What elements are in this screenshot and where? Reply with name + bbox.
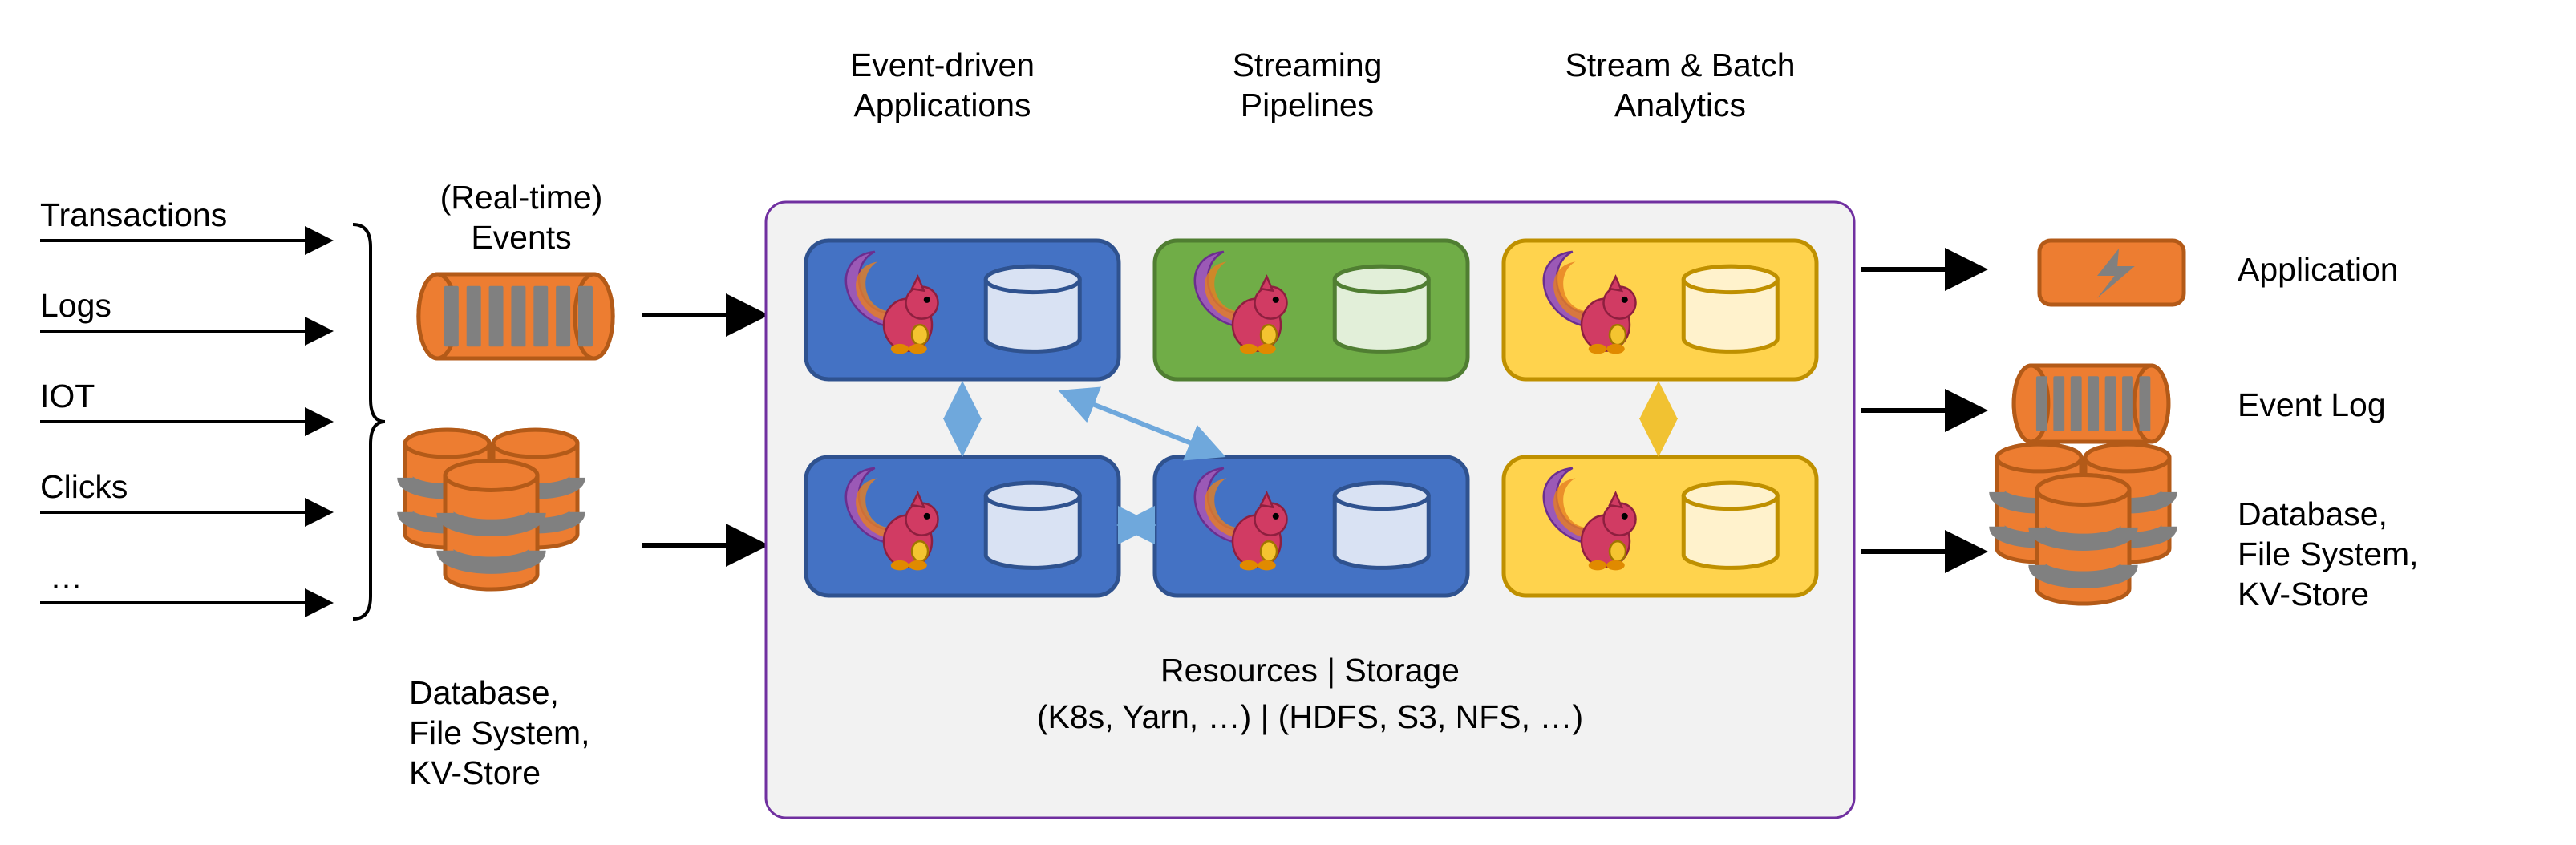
panel-heading: Applications (853, 87, 1031, 123)
log-bar (467, 286, 481, 347)
output-label: Application (2238, 251, 2399, 288)
processing-node (1504, 241, 1817, 379)
panel-heading: Analytics (1614, 87, 1746, 123)
output-label: KV-Store (2238, 576, 2369, 613)
log-bar (511, 286, 525, 347)
sources-brace (353, 224, 385, 619)
database-icon (405, 430, 577, 589)
log-bar (2105, 376, 2116, 431)
events-title: Events (471, 219, 571, 256)
log-bar (2071, 376, 2082, 431)
event-log-icon (419, 274, 613, 358)
panel-heading: Pipelines (1241, 87, 1374, 123)
source-item: … (40, 559, 329, 603)
log-bar (444, 286, 459, 347)
processing-node (1155, 241, 1468, 379)
processing-node (806, 457, 1119, 596)
output-label: Event Log (2238, 386, 2386, 423)
output-label: File System, (2238, 536, 2419, 572)
database-icon (1997, 444, 2169, 604)
event-log-icon (2014, 366, 2169, 442)
panel-heading: Stream & Batch (1565, 46, 1795, 83)
events-title: (Real-time) (440, 179, 603, 216)
log-bar (2122, 376, 2133, 431)
log-bar (2036, 376, 2047, 431)
output-label: Database, (2238, 495, 2388, 532)
source-item: Clicks (40, 468, 329, 512)
log-bar (2088, 376, 2099, 431)
panel-footer: (K8s, Yarn, …) | (HDFS, S3, NFS, …) (1037, 698, 1583, 735)
source-item: Logs (40, 287, 329, 331)
db-source-label: File System, (409, 714, 590, 751)
source-label: … (50, 559, 83, 596)
state-cylinder-icon (1335, 483, 1428, 568)
state-cylinder-icon (1683, 483, 1777, 568)
source-item: IOT (40, 378, 329, 422)
source-label: IOT (40, 378, 95, 414)
source-label: Clicks (40, 468, 128, 505)
panel-heading: Streaming (1233, 46, 1383, 83)
source-label: Transactions (40, 196, 227, 233)
log-bar (578, 286, 593, 347)
source-label: Logs (40, 287, 111, 324)
source-item: Transactions (40, 196, 329, 241)
log-bar (489, 286, 504, 347)
state-cylinder-icon (986, 483, 1079, 568)
log-bar (556, 286, 570, 347)
db-source-label: Database, (409, 674, 559, 711)
application-icon (2039, 241, 2184, 305)
processing-node (806, 241, 1119, 379)
state-cylinder-icon (1335, 266, 1428, 351)
processing-node (1155, 457, 1468, 596)
panel-heading: Event-driven (850, 46, 1035, 83)
processing-node (1504, 457, 1817, 596)
log-bar (533, 286, 548, 347)
state-cylinder-icon (1683, 266, 1777, 351)
architecture-diagram: TransactionsLogsIOTClicks…(Real-time)Eve… (0, 0, 2576, 845)
log-bar (2140, 376, 2151, 431)
panel-footer: Resources | Storage (1160, 652, 1460, 689)
state-cylinder-icon (986, 266, 1079, 351)
db-source-label: KV-Store (409, 754, 541, 791)
log-bar (2053, 376, 2064, 431)
